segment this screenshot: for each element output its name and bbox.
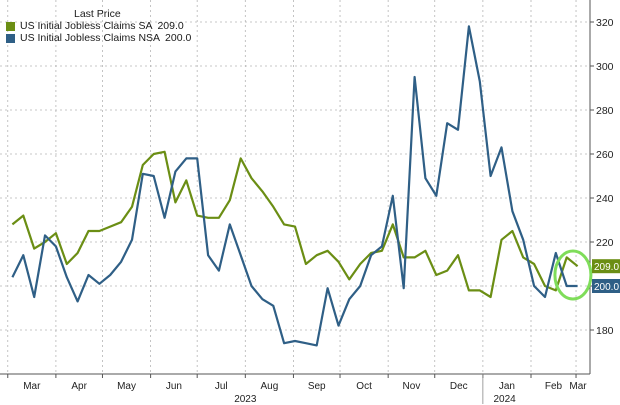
- last-value-label: 200.0: [594, 282, 619, 293]
- legend-entry-nsa: US Initial Jobless Claims NSA 200.0: [6, 32, 191, 44]
- x-month-label: Feb: [545, 381, 563, 392]
- axes: [0, 0, 594, 404]
- legend: Last Price US Initial Jobless Claims SA …: [6, 8, 191, 44]
- legend-value-sa: 209.0: [157, 20, 184, 32]
- y-tick-label: 240: [596, 193, 614, 205]
- x-month-label: Dec: [450, 381, 468, 392]
- legend-label-sa: US Initial Jobless Claims SA: [20, 20, 153, 32]
- x-month-label: Apr: [71, 381, 87, 392]
- legend-swatch-nsa: [6, 33, 15, 43]
- y-tick-label: 320: [596, 17, 614, 29]
- x-month-label: Nov: [403, 381, 421, 392]
- series-line-sa: [11, 150, 579, 299]
- legend-entry-sa: US Initial Jobless Claims SA 209.0: [6, 20, 191, 32]
- legend-header: Last Price: [74, 8, 121, 20]
- y-tick-label: 300: [596, 61, 614, 73]
- legend-swatch-sa: [6, 21, 15, 31]
- y-tick-label: 220: [596, 237, 614, 249]
- x-month-label: May: [117, 381, 136, 392]
- x-month-label: Mar: [569, 381, 587, 392]
- series-line-nsa: [11, 25, 578, 347]
- last-value-flag: [592, 259, 620, 274]
- series-lines: [11, 25, 579, 347]
- x-month-label: Sep: [308, 381, 326, 392]
- x-year-label: 2024: [493, 394, 516, 405]
- x-month-label: Oct: [356, 381, 372, 392]
- x-month-label: Jan: [499, 381, 515, 392]
- y-tick-label: 180: [596, 325, 614, 337]
- x-year-label: 2023: [234, 394, 257, 405]
- x-month-label: Jul: [215, 381, 228, 392]
- annotations: [553, 249, 593, 301]
- x-month-label: Mar: [23, 381, 41, 392]
- gridlines: [0, 0, 590, 374]
- last-value-flag: [592, 279, 620, 293]
- axis-labels: 180200220240260280300320MarAprMayJunJulA…: [23, 17, 620, 405]
- x-month-label: Jun: [166, 381, 182, 392]
- x-month-label: Aug: [260, 381, 278, 392]
- y-tick-label: 260: [596, 149, 614, 161]
- y-tick-label: 280: [596, 105, 614, 117]
- last-value-label: 209.0: [594, 262, 619, 273]
- legend-label-nsa: US Initial Jobless Claims NSA: [20, 32, 161, 44]
- highlight-ellipse: [553, 249, 593, 301]
- legend-value-nsa: 200.0: [165, 32, 192, 44]
